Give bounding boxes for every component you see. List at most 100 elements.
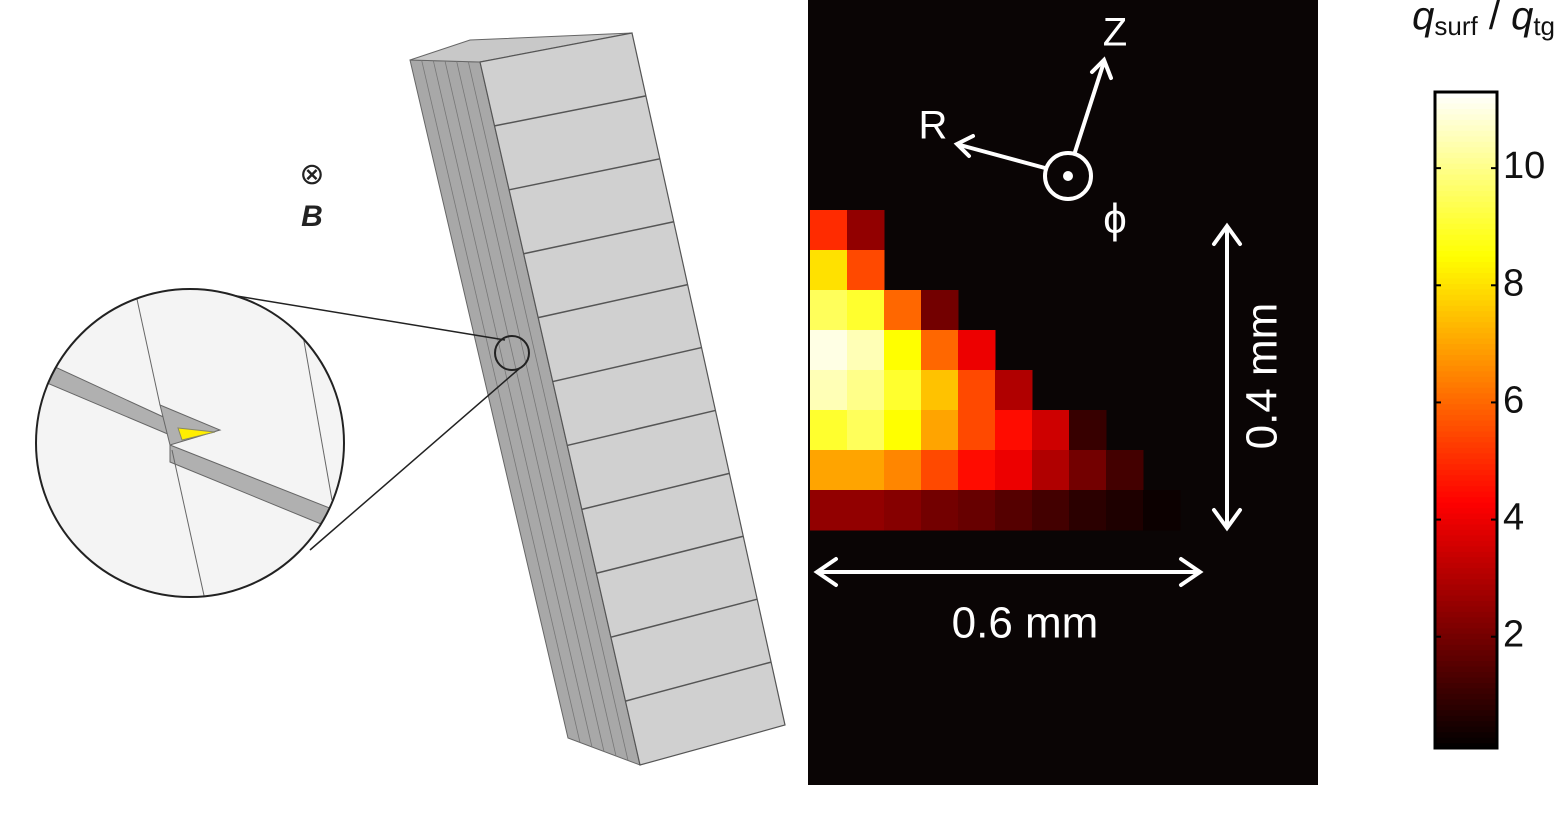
heatmap-cell xyxy=(921,490,959,531)
colorbar-segment xyxy=(1435,573,1497,579)
colorbar-segment xyxy=(1435,661,1497,667)
colorbar-segment xyxy=(1435,436,1497,442)
colorbar-segment xyxy=(1435,415,1497,421)
zoom-view xyxy=(30,280,360,610)
heatmap-cell xyxy=(847,210,885,251)
colorbar-segment xyxy=(1435,108,1497,114)
colorbar-segment xyxy=(1435,283,1497,289)
phi-axis-label: ϕ xyxy=(1103,195,1127,242)
colorbar-segment xyxy=(1435,513,1497,519)
heatmap-cell xyxy=(847,450,885,491)
colorbar-segment xyxy=(1435,327,1497,333)
colorbar-segment xyxy=(1435,245,1497,251)
colorbar-segment xyxy=(1435,190,1497,196)
heatmap-cell xyxy=(847,370,885,411)
colorbar-segment xyxy=(1435,557,1497,563)
width-scale: 0.6 mm xyxy=(952,599,1099,648)
heatmap-cell xyxy=(810,410,848,451)
colorbar-tick-label: 4 xyxy=(1503,497,1524,539)
heatmap-cell xyxy=(847,410,885,451)
colorbar-segment xyxy=(1435,333,1497,339)
colorbar-segment xyxy=(1435,568,1497,574)
z-axis-label: Z xyxy=(1103,11,1127,55)
colorbar-segment xyxy=(1435,628,1497,634)
colorbar-segment xyxy=(1435,655,1497,661)
colorbar-segment xyxy=(1435,693,1497,699)
heatmap-cell xyxy=(847,330,885,371)
heatmap-cell xyxy=(958,490,996,531)
colorbar-segment xyxy=(1435,529,1497,535)
colorbar-segment xyxy=(1435,442,1497,448)
colorbar-segment xyxy=(1435,382,1497,388)
colorbar-segment xyxy=(1435,360,1497,366)
heatmap-cell xyxy=(995,410,1033,451)
colorbar-segment xyxy=(1435,272,1497,278)
colorbar-segment xyxy=(1435,404,1497,410)
colorbar-segment xyxy=(1435,97,1497,103)
colorbar-segment xyxy=(1435,535,1497,541)
colorbar-segment xyxy=(1435,606,1497,612)
heatmap-cell xyxy=(1106,490,1144,531)
heatmap-cell xyxy=(921,370,959,411)
heatmap-cell xyxy=(921,450,959,491)
colorbar-segment xyxy=(1435,579,1497,585)
heatmap-cell xyxy=(847,290,885,331)
colorbar-segment xyxy=(1435,218,1497,224)
r-axis-label: R xyxy=(919,104,948,148)
colorbar-segment xyxy=(1435,726,1497,732)
height-scale: 0.4 mm xyxy=(1238,303,1287,450)
colorbar-segment xyxy=(1435,125,1497,131)
colorbar-segment xyxy=(1435,387,1497,393)
colorbar-segment xyxy=(1435,349,1497,355)
colorbar-segment xyxy=(1435,136,1497,142)
heatmap-cell xyxy=(958,370,996,411)
heatmap-cell xyxy=(995,370,1033,411)
heatmap-cell xyxy=(884,290,922,331)
colorbar-segment xyxy=(1435,699,1497,705)
heatmap-cell xyxy=(921,290,959,331)
heatmap-cell xyxy=(810,330,848,371)
colorbar-segment xyxy=(1435,458,1497,464)
heatmap-cell xyxy=(1069,410,1107,451)
heatmap-cell xyxy=(921,330,959,371)
colorbar-segment xyxy=(1435,425,1497,431)
heatmap-cell xyxy=(958,330,996,371)
colorbar-segment xyxy=(1435,682,1497,688)
heatmap-cell xyxy=(958,450,996,491)
colorbar-segment xyxy=(1435,174,1497,180)
colorbar-tick-label: 10 xyxy=(1503,145,1545,187)
colorbar-segment xyxy=(1435,469,1497,475)
colorbar-segment xyxy=(1435,267,1497,273)
colorbar-segment xyxy=(1435,644,1497,650)
colorbar-segment xyxy=(1435,338,1497,344)
heatmap-cell xyxy=(884,490,922,531)
colorbar-segment xyxy=(1435,130,1497,136)
colorbar-segment xyxy=(1435,212,1497,218)
colorbar-segment xyxy=(1435,294,1497,300)
heatmap-cell xyxy=(884,370,922,411)
colorbar-segment xyxy=(1435,524,1497,530)
colorbar-segment xyxy=(1435,431,1497,437)
colorbar-segment xyxy=(1435,185,1497,191)
colorbar-tick-label: 8 xyxy=(1503,262,1524,304)
colorbar-segment xyxy=(1435,491,1497,497)
heatmap-cell xyxy=(884,330,922,371)
colorbar-segment xyxy=(1435,152,1497,158)
colorbar-segment xyxy=(1435,595,1497,601)
colorbar-segment xyxy=(1435,480,1497,486)
colorbar-segment xyxy=(1435,732,1497,738)
colorbar-segment xyxy=(1435,600,1497,606)
label-part: tg xyxy=(1533,11,1555,41)
colorbar-tick-label: 2 xyxy=(1503,614,1524,656)
colorbar-segment xyxy=(1435,540,1497,546)
colorbar-segment xyxy=(1435,158,1497,164)
heatmap-cell xyxy=(884,410,922,451)
colorbar-segment xyxy=(1435,464,1497,470)
heatmap-cell xyxy=(810,450,848,491)
colorbar-segment xyxy=(1435,475,1497,481)
colorbar-segment xyxy=(1435,584,1497,590)
colorbar-segment xyxy=(1435,617,1497,623)
colorbar-segment xyxy=(1435,420,1497,426)
heatmap-cell xyxy=(810,290,848,331)
